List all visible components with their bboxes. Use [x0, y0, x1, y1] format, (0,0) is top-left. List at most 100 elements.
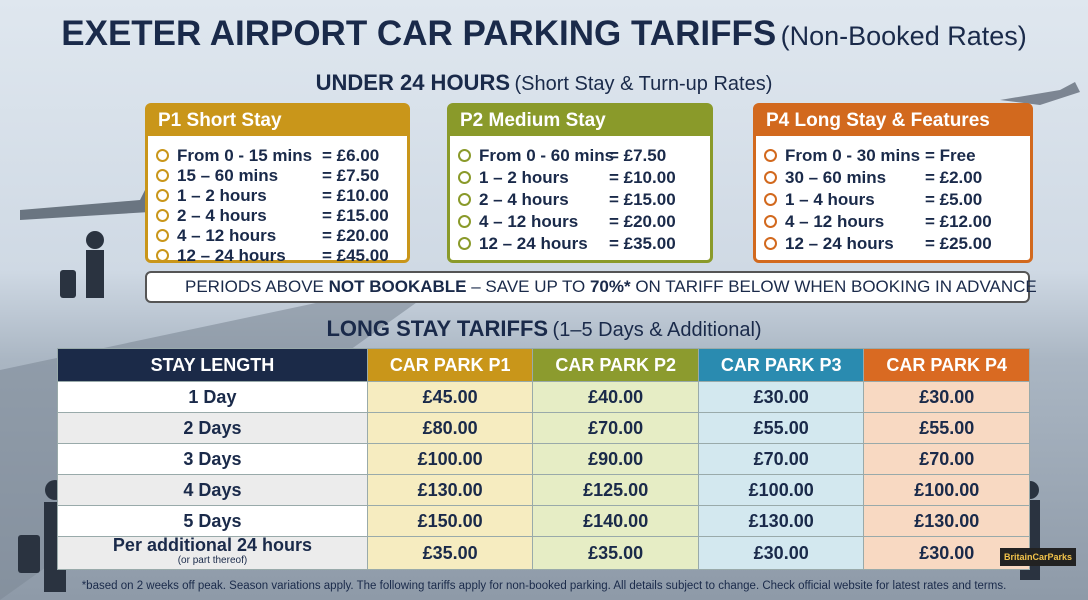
title: EXETER AIRPORT CAR PARKING TARIFFS	[61, 14, 777, 53]
price: = £35.00	[609, 234, 676, 253]
card-title: P4 Long Stay & Features	[756, 106, 1030, 136]
tariff-row: From 0 - 60 mins= £7.50	[458, 146, 666, 166]
period: 1 – 2 hours	[479, 168, 569, 187]
period: From 0 - 15 mins	[177, 146, 313, 165]
header-row: STAY LENGTH CAR PARK P1 CAR PARK P2 CAR PAR…	[57, 348, 1030, 382]
period: 2 – 4 hours	[479, 190, 569, 209]
tariff-row: 12 – 24 hours = £35.00	[458, 234, 676, 254]
period: 12 – 24 hours	[785, 234, 894, 253]
tariff-row: 12 – 24 hours = £25.00	[764, 234, 992, 254]
period: From 0 - 30 mins	[785, 146, 921, 165]
stay-length: 1 Day	[57, 381, 368, 413]
price-cell: £80.00	[366, 412, 534, 444]
stay-length: 5 Days	[57, 505, 368, 537]
heading: LONG STAY TARIFFS	[326, 316, 549, 341]
price-cell: £130.00	[366, 474, 534, 506]
period: 30 – 60 mins	[785, 168, 887, 187]
title-line: EXETER AIRPORT CAR PARKING TARIFFS (Non-…	[0, 14, 1088, 54]
column-header: CAR PARK P2	[532, 348, 699, 382]
price: = £20.00	[609, 212, 676, 231]
icon	[156, 149, 169, 162]
subheading: (1–5 Days & Additional)	[552, 319, 762, 341]
price-cell: £150.00	[366, 505, 534, 537]
price: = £2.00	[925, 168, 983, 187]
price-cell: £70.00	[532, 412, 699, 444]
icon	[156, 249, 169, 262]
icon	[458, 215, 471, 228]
stay-length: 3 Days	[57, 443, 368, 475]
card: P4 Long Stay & Features From 0 - 30 mins =…	[753, 103, 1033, 263]
period: 15 – 60 mins	[177, 166, 279, 185]
icon	[156, 169, 169, 182]
tariff-row: 4 – 12 hours = £20.00	[156, 226, 389, 246]
price-cell: £140.00	[532, 505, 699, 537]
tariff-table: STAY LENGTH CAR PARK P1 CAR PARK P2 CAR PAR…	[57, 348, 1030, 570]
banner-text: ON TARIFF BELOW WHEN BOOKING IN ADVANCE	[630, 277, 1037, 296]
price: = £10.00	[322, 186, 389, 205]
table-row: 2 Days £80.00 £70.00 £55.00 £55.00	[57, 412, 1030, 444]
stay-length: Per additional 24 hours (or part thereof)	[57, 536, 368, 570]
subheading: (Short Stay & Turn-up Rates)	[514, 73, 773, 95]
price: = £6.00	[322, 146, 380, 165]
icon	[458, 237, 471, 250]
column-header: CAR PARK P4	[863, 348, 1030, 382]
icon	[458, 171, 471, 184]
period: 2 – 4 hours	[177, 206, 267, 225]
price-cell: £30.00	[863, 381, 1030, 413]
heading: UNDER 24 HOURS	[315, 70, 511, 95]
column-header: CAR PARK P3	[697, 348, 865, 382]
icon	[764, 171, 777, 184]
column-header: CAR PARK P1	[366, 348, 534, 382]
price-cell: £35.00	[366, 536, 534, 570]
price-cell: £30.00	[697, 381, 865, 413]
icon	[764, 237, 777, 250]
tariff-row: From 0 - 15 mins = £6.00	[156, 146, 379, 166]
price: = £12.00	[925, 212, 992, 231]
table-row: 3 Days £100.00 £90.00 £70.00 £70.00	[57, 443, 1030, 475]
price-cell: £130.00	[863, 505, 1030, 537]
period: 12 – 24 hours	[177, 246, 286, 265]
icon	[156, 189, 169, 202]
icon	[764, 149, 777, 162]
price: = £7.50	[322, 166, 380, 185]
price: = £25.00	[925, 234, 992, 253]
period: 1 – 4 hours	[785, 190, 875, 209]
tariff-row: 2 – 4 hours = £15.00	[458, 190, 676, 210]
icon	[764, 193, 777, 206]
price: = Free	[925, 146, 976, 165]
price: = £10.00	[609, 168, 676, 187]
section-heading: LONG STAY TARIFFS (1–5 Days & Additional…	[0, 316, 1088, 342]
tariff-row: 30 – 60 mins = £2.00	[764, 168, 982, 188]
price-cell: £125.00	[532, 474, 699, 506]
period: 12 – 24 hours	[479, 234, 588, 253]
price-cell: £70.00	[863, 443, 1030, 475]
tariff-row: 4 – 12 hours = £20.00	[458, 212, 676, 232]
banner-text: – SAVE UP TO	[466, 277, 590, 296]
price: = £5.00	[925, 190, 983, 209]
price-cell: £35.00	[532, 536, 699, 570]
price-cell: £55.00	[697, 412, 865, 444]
stay-length: 2 Days	[57, 412, 368, 444]
price: = £15.00	[322, 206, 389, 225]
period: From 0 - 60 mins	[479, 146, 615, 165]
price: = £45.00	[322, 246, 389, 265]
banner-text: 70%*	[589, 277, 631, 296]
card-title: P2 Medium Stay	[450, 106, 710, 136]
price-cell: £45.00	[366, 381, 534, 413]
price-cell: £55.00	[863, 412, 1030, 444]
card: P2 Medium Stay From 0 - 60 mins= £7.50 1 –…	[447, 103, 713, 263]
table-row: 4 Days £130.00 £125.00 £100.00 £100.00	[57, 474, 1030, 506]
price-cell: £70.00	[697, 443, 865, 475]
logo: BritainCarParks	[1000, 548, 1077, 566]
column-header: STAY LENGTH	[57, 348, 368, 382]
price-cell: £100.00	[697, 474, 865, 506]
tariff-row: 1 – 4 hours = £5.00	[764, 190, 982, 210]
tariff-row: 4 – 12 hours = £12.00	[764, 212, 992, 232]
price: = £15.00	[609, 190, 676, 209]
subtitle: (Non-Booked Rates)	[780, 21, 1027, 51]
stay-length: 4 Days	[57, 474, 368, 506]
tariff-row: 1 – 2 hours = £10.00	[458, 168, 676, 188]
price-cell: £90.00	[532, 443, 699, 475]
price-cell: £100.00	[366, 443, 534, 475]
